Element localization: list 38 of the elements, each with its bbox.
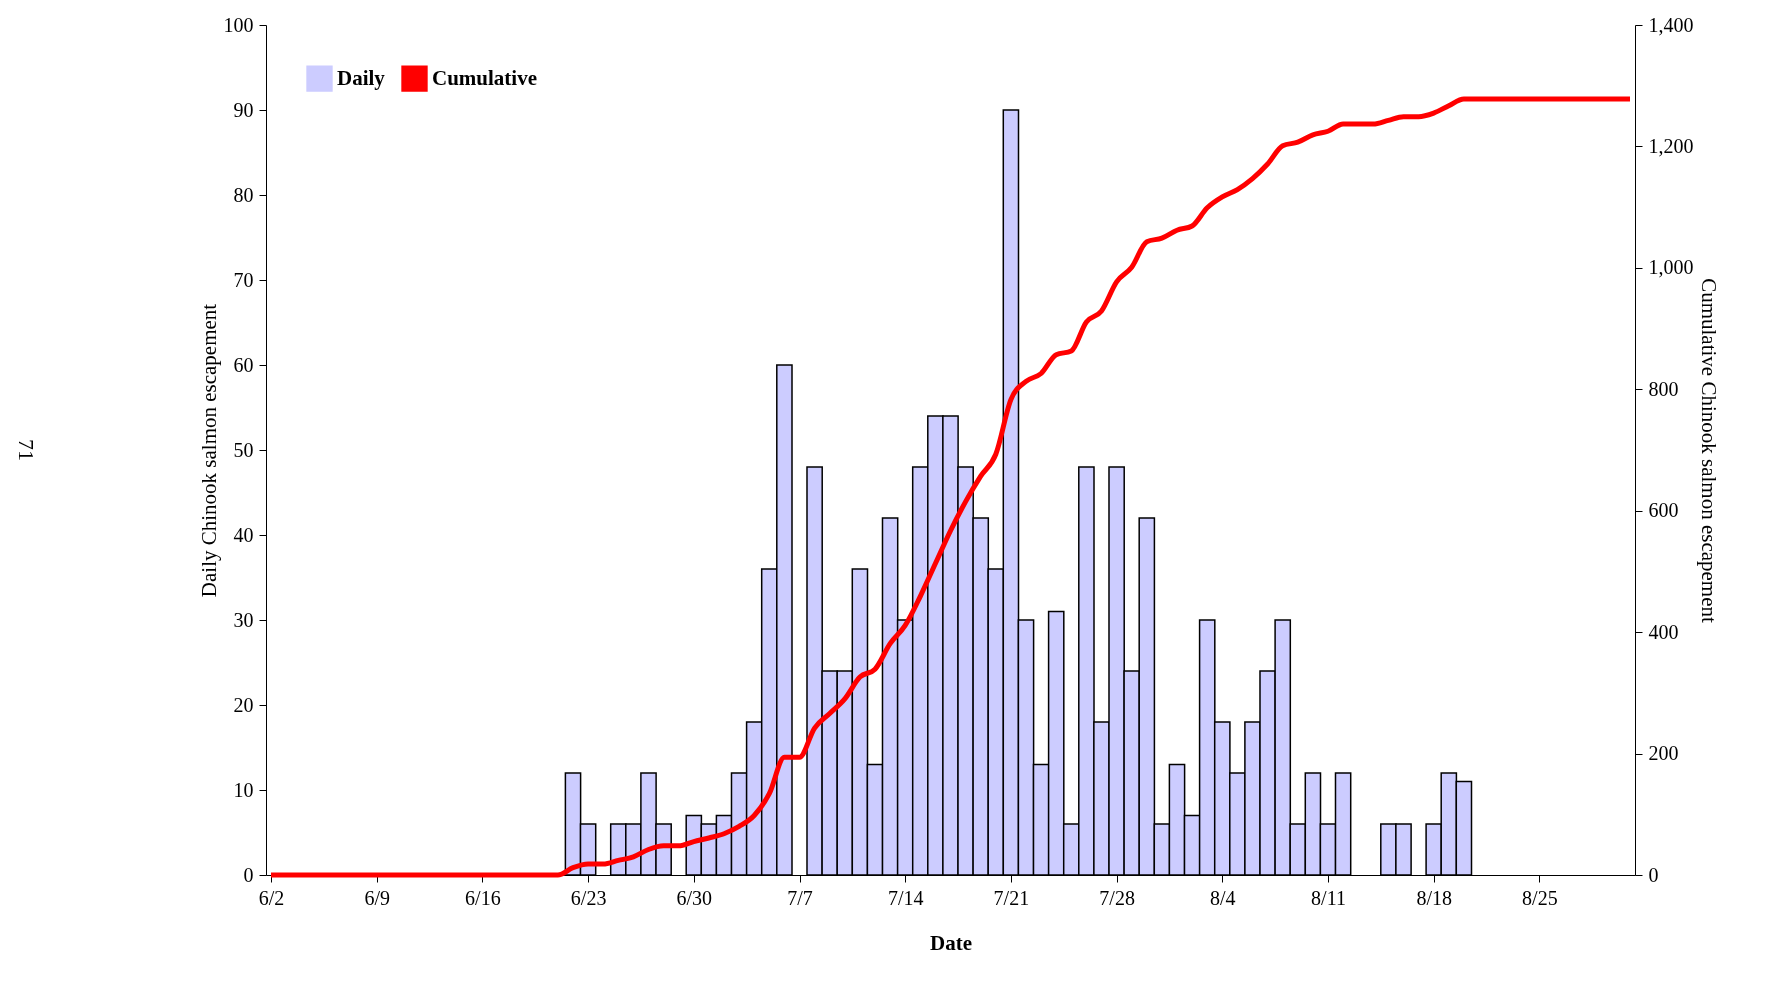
x-tick-label: 8/18: [1416, 886, 1452, 909]
x-tick-label: 8/25: [1522, 886, 1558, 909]
y2-tick-label: 0: [1648, 863, 1659, 886]
y-tick-label: 50: [233, 438, 254, 461]
x-tick-label: 7/14: [887, 886, 924, 909]
x-tick-label: 7/28: [1099, 886, 1135, 909]
y-tick-label: 90: [233, 98, 254, 121]
x-axis-title: Date: [930, 930, 972, 955]
x-tick-label: 7/21: [993, 886, 1030, 909]
text: 71: [14, 439, 39, 461]
y-tick-label: 30: [233, 608, 254, 631]
y-tick-label: 20: [233, 693, 254, 716]
y2-tick-label: 600: [1648, 499, 1679, 522]
x-tick-label: 7/7: [787, 886, 813, 909]
x-tick-label: 6/2: [258, 886, 285, 909]
x-tick-label: 6/16: [465, 886, 501, 909]
y2-tick-label: 1,200: [1648, 134, 1694, 157]
y2-tick-label: 1,000: [1648, 256, 1694, 279]
y-tick-label: 100: [223, 13, 254, 36]
y-tick-label: 0: [243, 863, 254, 886]
legend-label: Cumulative: [432, 65, 537, 90]
x-tick-label: 6/30: [676, 886, 713, 909]
x-tick-label: 8/11: [1311, 886, 1346, 909]
y-tick-label: 40: [233, 523, 254, 546]
y2-axis-title: Cumulative Chinook salmon escapement: [1696, 278, 1721, 624]
y-tick-label: 60: [233, 353, 254, 376]
x-tick-label: 6/23: [570, 886, 607, 909]
y2-tick-label: 400: [1648, 620, 1679, 643]
y2-tick-label: 1,400: [1648, 13, 1694, 36]
y2-tick-label: 200: [1648, 742, 1679, 765]
x-tick-label: 6/9: [364, 886, 390, 909]
x-tick-label: 8/4: [1210, 886, 1236, 909]
legend-label: Daily: [337, 65, 386, 90]
y-tick-label: 10: [233, 778, 254, 801]
y-axis-title: Daily Chinook salmon escapement: [196, 303, 221, 598]
y-tick-label: 80: [233, 183, 254, 206]
y2-tick-label: 800: [1648, 377, 1679, 400]
y-tick-label: 70: [233, 268, 254, 291]
